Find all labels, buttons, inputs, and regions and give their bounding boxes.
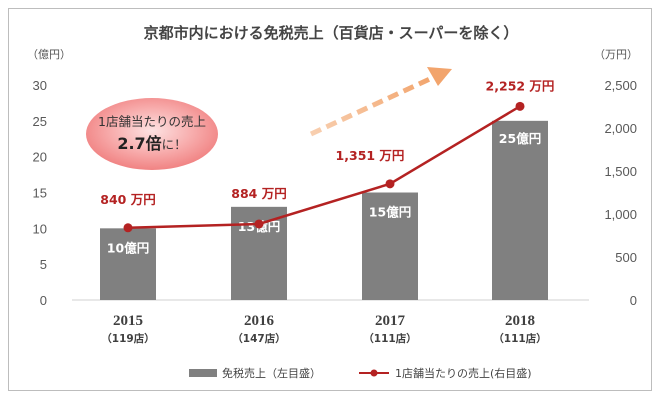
category-label: 2018: [505, 313, 535, 329]
left-tick-label: 30: [33, 78, 47, 93]
left-axis-unit: （億円）: [27, 48, 71, 61]
line-point-label: 2,252 万円: [486, 78, 555, 93]
bar-2017: [362, 192, 418, 300]
right-axis-ticks: 0 500 1,000 1,500 2,000 2,500: [604, 78, 637, 308]
line-point: [515, 101, 525, 111]
right-tick-label: 500: [615, 250, 637, 265]
bubble-line1: 1店舗当たりの売上: [98, 114, 206, 129]
line-point: [385, 179, 395, 189]
chart-frame: 京都市内における免税売上（百貨店・スーパーを除く） （億円） （万円） 0 5 10…: [8, 8, 652, 391]
line-point-label: 840 万円: [100, 192, 155, 207]
chart-title: 京都市内における免税売上（百貨店・スーパーを除く）: [144, 24, 519, 42]
legend-line-marker: [370, 369, 378, 377]
trend-arrow-shaft: [309, 74, 436, 137]
right-axis-unit: （万円）: [594, 48, 638, 61]
bubble-suffix: に！: [162, 137, 187, 152]
bar-2015: [100, 228, 156, 300]
trend-arrow-head: [427, 67, 452, 86]
legend-bar-swatch: [189, 369, 217, 377]
left-tick-label: 5: [40, 257, 47, 272]
category-sublabel: （147店）: [232, 332, 285, 345]
category-sublabel: （111店）: [363, 332, 416, 345]
right-tick-label: 1,500: [604, 164, 637, 179]
category-sublabel: （111店）: [493, 332, 546, 345]
line-point: [123, 223, 133, 233]
left-tick-label: 0: [40, 293, 47, 308]
line-path: [127, 105, 521, 230]
annotation-bubble: 1店舗当たりの売上 2.7倍に！: [86, 98, 218, 170]
bubble-value: 2.7倍: [117, 134, 161, 153]
legend-bar-label: 免税売上（左目盛）: [222, 366, 321, 380]
category-label: 2016: [244, 313, 275, 329]
legend: 免税売上（左目盛） 1店舗当たりの売上(右目盛): [189, 366, 532, 380]
trend-arrow: [309, 67, 452, 137]
category-labels: 2015 （119店） 2016 （147店） 2017 （111店） 2018 （111店）: [101, 313, 546, 345]
left-axis-ticks: 0 5 10 15 20 25 30: [33, 78, 47, 308]
bubble-shape: [86, 98, 218, 170]
right-tick-label: 2,500: [604, 78, 637, 93]
right-tick-label: 0: [630, 293, 637, 308]
left-tick-label: 20: [33, 150, 47, 165]
right-tick-label: 1,000: [604, 207, 637, 222]
line-point-label: 1,351 万円: [336, 148, 405, 163]
category-label: 2015: [113, 313, 143, 329]
legend-line-label: 1店舗当たりの売上(右目盛): [395, 366, 532, 380]
bar-label: 15億円: [369, 205, 411, 220]
line-series: 840 万円 884 万円 1,351 万円 2,252 万円: [100, 78, 555, 233]
left-tick-label: 15: [33, 186, 47, 201]
category-sublabel: （119店）: [101, 332, 154, 345]
line-point: [254, 219, 264, 229]
bar-label: 25億円: [499, 131, 541, 146]
bar-label: 10億円: [107, 240, 149, 255]
right-tick-label: 2,000: [604, 121, 637, 136]
bar-2018: [492, 120, 548, 300]
line-point-label: 884 万円: [231, 186, 286, 201]
category-label: 2017: [375, 313, 406, 329]
bar-series: 10億円13億円15億円25億円: [100, 120, 548, 300]
combo-chart: 京都市内における免税売上（百貨店・スーパーを除く） （億円） （万円） 0 5 10…: [27, 24, 638, 380]
bubble-line2: 2.7倍に！: [117, 134, 186, 153]
left-tick-label: 10: [33, 221, 47, 236]
left-tick-label: 25: [33, 114, 47, 129]
